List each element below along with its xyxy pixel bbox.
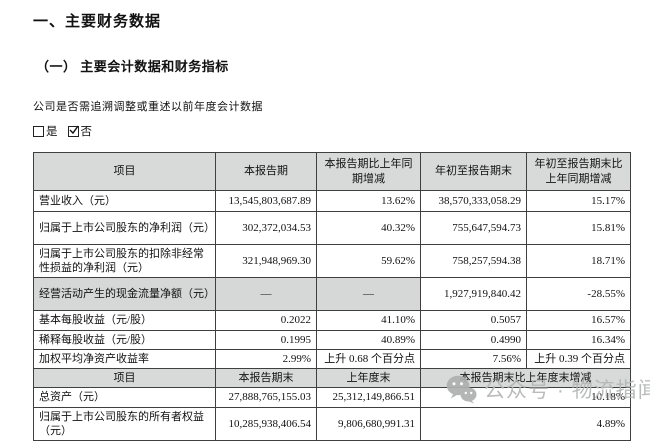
table-row: 基本每股收益（元/股） 0.2022 41.10% 0.5057 16.57% bbox=[33, 310, 631, 331]
cell-value: 302,372,034.53 bbox=[215, 211, 317, 245]
watermark-text: 公众号 · 物流指闻 bbox=[484, 379, 650, 402]
cell-value: 38,570,333,058.29 bbox=[420, 190, 527, 212]
checkbox-yes[interactable]: 是 bbox=[33, 123, 58, 139]
cell-value: 0.5057 bbox=[420, 310, 527, 331]
table-row: 稀释每股收益（元/股） 0.1995 40.89% 0.4990 16.34% bbox=[33, 330, 631, 350]
wechat-icon bbox=[446, 375, 477, 404]
table-row: 归属于上市公司股东的净利润（元） 302,372,034.53 40.32% 7… bbox=[33, 211, 631, 245]
watermark: 公众号 · 物流指闻 bbox=[446, 374, 650, 404]
table-row: 归属于上市公司股东的所有者权益（元） 10,285,938,406.54 9,8… bbox=[33, 407, 631, 441]
cell-value: 41.10% bbox=[316, 310, 421, 331]
row-label: 稀释每股收益（元/股） bbox=[33, 330, 216, 350]
table-row: 加权平均净资产收益率 2.99% 上升 0.68 个百分点 7.56% 上升 0… bbox=[33, 349, 631, 369]
cell-value: -28.55% bbox=[526, 277, 631, 311]
row-label: 归属于上市公司股东的净利润（元） bbox=[33, 211, 216, 245]
col-header: 年初至报告期末比上年同期增减 bbox=[526, 152, 631, 191]
cell-value: 40.32% bbox=[316, 211, 421, 245]
checkbox-yes-box[interactable] bbox=[33, 125, 44, 137]
row-label: 营业收入（元） bbox=[33, 190, 216, 212]
restatement-options: 是 否 bbox=[33, 123, 633, 139]
table-row: 经营活动产生的现金流量净额（元） — — 1,927,919,840.42 -2… bbox=[33, 277, 631, 311]
cell-value: — bbox=[316, 277, 421, 311]
cell-value: 15.17% bbox=[526, 190, 631, 212]
report-page: 一、主要财务数据 （一） 主要会计数据和财务指标 公司是否需追溯调整或重述以前年… bbox=[33, 0, 633, 441]
cell-value: 13.62% bbox=[316, 190, 421, 212]
row-label: 加权平均净资产收益率 bbox=[33, 349, 216, 369]
cell-value: 2.99% bbox=[215, 349, 317, 369]
cell-value: 758,257,594.38 bbox=[420, 244, 527, 278]
checkbox-no[interactable]: 否 bbox=[67, 123, 93, 139]
cell-value: 0.1995 bbox=[215, 330, 317, 350]
col-header: 本报告期 bbox=[215, 152, 317, 191]
checkbox-no-box[interactable] bbox=[67, 125, 79, 137]
cell-value: — bbox=[215, 277, 317, 311]
restatement-question: 公司是否需追溯调整或重述以前年度会计数据 bbox=[33, 101, 263, 113]
row-label: 归属于上市公司股东的所有者权益（元） bbox=[33, 407, 216, 441]
checkmark-icon bbox=[69, 125, 79, 134]
cell-value: 59.62% bbox=[316, 244, 421, 278]
cell-value: 27,888,765,155.03 bbox=[215, 387, 317, 408]
cell-value: 16.34% bbox=[526, 330, 631, 350]
cell-value: 上升 0.39 个百分点 bbox=[526, 349, 631, 369]
cell-value: 上升 0.68 个百分点 bbox=[316, 349, 421, 369]
cell-value: 40.89% bbox=[316, 330, 421, 350]
cell-value: 7.56% bbox=[420, 349, 527, 369]
cell-value: 1,927,919,840.42 bbox=[420, 277, 527, 311]
cell-value: 25,312,149,866.51 bbox=[316, 387, 421, 408]
section-heading: 一、主要财务数据 bbox=[33, 14, 162, 30]
col-header: 本报告期比上年同期增减 bbox=[316, 152, 421, 191]
cell-value: 10,285,938,406.54 bbox=[215, 407, 317, 441]
row-label: 归属于上市公司股东的扣除非经常性损益的净利润（元） bbox=[33, 244, 216, 278]
row-label: 总资产（元） bbox=[33, 387, 216, 408]
cell-value: 0.2022 bbox=[215, 310, 317, 331]
checkbox-no-label: 否 bbox=[80, 126, 93, 138]
cell-value: 321,948,969.30 bbox=[215, 244, 317, 278]
cell-value: 9,806,680,991.31 bbox=[316, 407, 421, 441]
col-header: 项目 bbox=[33, 368, 216, 388]
cell-value: 13,545,803,687.89 bbox=[215, 190, 317, 212]
col-header: 年初至报告期末 bbox=[420, 152, 527, 191]
cell-value: 0.4990 bbox=[420, 330, 527, 350]
checkbox-yes-label: 是 bbox=[46, 126, 58, 138]
row-label: 基本每股收益（元/股） bbox=[33, 310, 216, 331]
subsection-heading: （一） 主要会计数据和财务指标 bbox=[36, 59, 229, 74]
col-header: 本报告期末 bbox=[215, 368, 317, 388]
cell-value: 18.71% bbox=[526, 244, 631, 278]
cell-value: 4.89% bbox=[420, 407, 631, 441]
cell-value: 755,647,594.73 bbox=[420, 211, 527, 245]
cell-value: 16.57% bbox=[526, 310, 631, 331]
col-header: 项目 bbox=[33, 152, 216, 191]
table-row: 营业收入（元） 13,545,803,687.89 13.62% 38,570,… bbox=[33, 190, 631, 212]
col-header: 上年度末 bbox=[316, 368, 421, 388]
row-label: 经营活动产生的现金流量净额（元） bbox=[33, 277, 216, 311]
table-header-row: 项目 本报告期 本报告期比上年同期增减 年初至报告期末 年初至报告期末比上年同期… bbox=[33, 152, 631, 191]
cell-value: 15.81% bbox=[526, 211, 631, 245]
financial-table: 项目 本报告期 本报告期比上年同期增减 年初至报告期末 年初至报告期末比上年同期… bbox=[33, 152, 631, 441]
table-row: 归属于上市公司股东的扣除非经常性损益的净利润（元） 321,948,969.30… bbox=[33, 244, 631, 278]
